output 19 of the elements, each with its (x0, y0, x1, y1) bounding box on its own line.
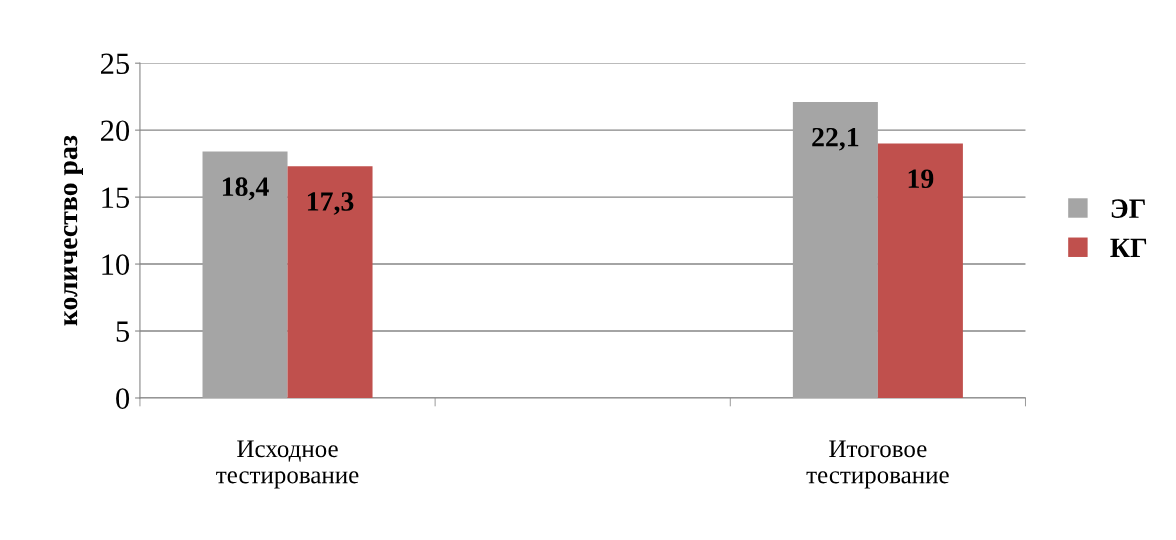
y-tick-label: 20 (101, 120, 130, 142)
bar (202, 151, 288, 398)
data-label: 19 (908, 169, 934, 189)
x-tick-label: Исходное тестирование (216, 440, 359, 489)
y-tick-label: 10 (102, 254, 130, 275)
bar (877, 143, 963, 398)
y-tick-label: 5 (116, 321, 130, 342)
bar (792, 102, 878, 398)
data-label: 17,3 (307, 192, 354, 215)
data-label: 18,4 (222, 177, 269, 201)
y-tick-label: 0 (116, 388, 130, 409)
bar (287, 166, 373, 398)
y-axis-title: количество раз (63, 135, 83, 326)
y-tick-label: 25 (101, 53, 130, 75)
legend-label: КГ (1110, 238, 1147, 257)
y-tick-label: 15 (102, 187, 130, 208)
data-label: 22,1 (812, 127, 859, 151)
legend-label: ЭГ (1111, 199, 1145, 218)
x-tick-label: Итоговое тестирование (806, 440, 949, 489)
